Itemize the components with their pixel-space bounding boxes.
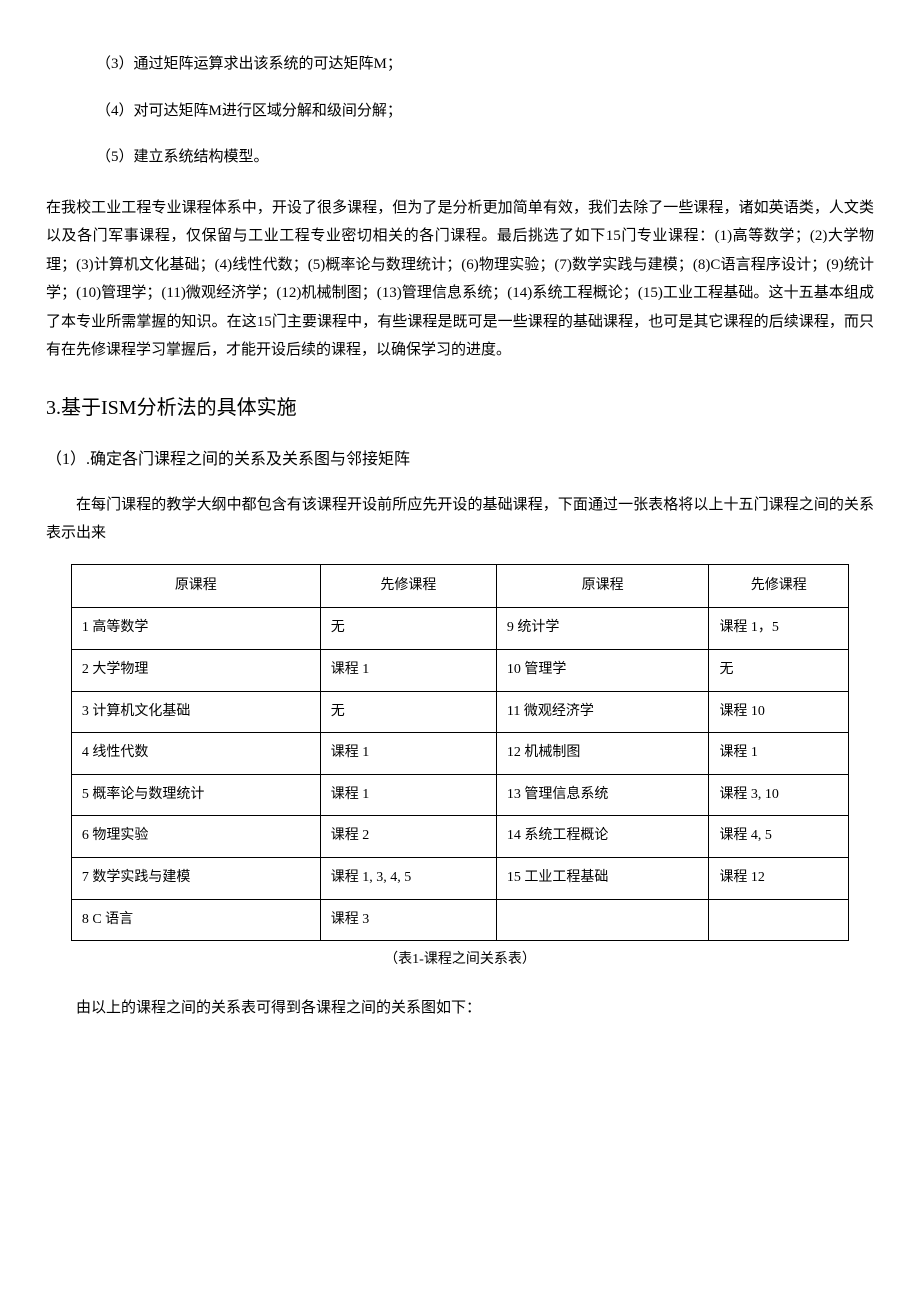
table-row: 8 C 语言课程 3 [71, 899, 848, 941]
table-cell: 课程 2 [320, 816, 496, 858]
table-row: 3 计算机文化基础无11 微观经济学课程 10 [71, 691, 848, 733]
table-cell: 课程 1 [320, 733, 496, 775]
table-cell: 课程 1 [320, 774, 496, 816]
table-row: 2 大学物理课程 110 管理学无 [71, 650, 848, 692]
table-cell: 8 C 语言 [71, 899, 320, 941]
table-cell: 课程 3 [320, 899, 496, 941]
table-header: 先修课程 [320, 564, 496, 608]
table-cell: 15 工业工程基础 [496, 858, 709, 900]
table-cell: 13 管理信息系统 [496, 774, 709, 816]
closing-paragraph: 由以上的课程之间的关系表可得到各课程之间的关系图如下： [46, 994, 874, 1023]
table-cell: 课程 1 [320, 650, 496, 692]
table-row: 5 概率论与数理统计课程 113 管理信息系统课程 3, 10 [71, 774, 848, 816]
table-cell: 9 统计学 [496, 608, 709, 650]
table-row: 4 线性代数课程 112 机械制图课程 1 [71, 733, 848, 775]
table-cell [496, 899, 709, 941]
list-item-5: （5）建立系统结构模型。 [46, 143, 874, 172]
list-item-4: （4）对可达矩阵M进行区域分解和级间分解； [46, 97, 874, 126]
table-cell [709, 899, 849, 941]
subsection-heading: （1）.确定各门课程之间的关系及关系图与邻接矩阵 [46, 445, 874, 475]
section-heading: 3.基于ISM分析法的具体实施 [46, 389, 874, 427]
main-paragraph: 在我校工业工程专业课程体系中，开设了很多课程，但为了是分析更加简单有效，我们去除… [46, 194, 874, 365]
table-cell: 7 数学实践与建模 [71, 858, 320, 900]
table-cell: 5 概率论与数理统计 [71, 774, 320, 816]
intro-paragraph: 在每门课程的教学大纲中都包含有该课程开设前所应先开设的基础课程，下面通过一张表格… [46, 491, 874, 548]
table-cell: 4 线性代数 [71, 733, 320, 775]
course-relation-table: 原课程 先修课程 原课程 先修课程 1 高等数学无9 统计学课程 1，52 大学… [71, 564, 849, 941]
list-item-3: （3）通过矩阵运算求出该系统的可达矩阵M； [46, 50, 874, 79]
table-cell: 课程 12 [709, 858, 849, 900]
table-cell: 无 [320, 608, 496, 650]
table-cell: 无 [709, 650, 849, 692]
table-cell: 无 [320, 691, 496, 733]
table-row: 7 数学实践与建模课程 1, 3, 4, 515 工业工程基础课程 12 [71, 858, 848, 900]
table-header: 先修课程 [709, 564, 849, 608]
table-cell: 11 微观经济学 [496, 691, 709, 733]
table-cell: 课程 3, 10 [709, 774, 849, 816]
table-cell: 12 机械制图 [496, 733, 709, 775]
table-caption: （表1-课程之间关系表） [46, 947, 874, 974]
table-cell: 课程 1 [709, 733, 849, 775]
table-header: 原课程 [71, 564, 320, 608]
table-header: 原课程 [496, 564, 709, 608]
table-cell: 14 系统工程概论 [496, 816, 709, 858]
table-cell: 课程 1, 3, 4, 5 [320, 858, 496, 900]
table-cell: 2 大学物理 [71, 650, 320, 692]
table-cell: 课程 4, 5 [709, 816, 849, 858]
table-cell: 10 管理学 [496, 650, 709, 692]
table-row: 1 高等数学无9 统计学课程 1，5 [71, 608, 848, 650]
table-cell: 课程 10 [709, 691, 849, 733]
table-cell: 1 高等数学 [71, 608, 320, 650]
table-header-row: 原课程 先修课程 原课程 先修课程 [71, 564, 848, 608]
table-cell: 课程 1，5 [709, 608, 849, 650]
table-cell: 3 计算机文化基础 [71, 691, 320, 733]
table-cell: 6 物理实验 [71, 816, 320, 858]
table-row: 6 物理实验课程 214 系统工程概论课程 4, 5 [71, 816, 848, 858]
